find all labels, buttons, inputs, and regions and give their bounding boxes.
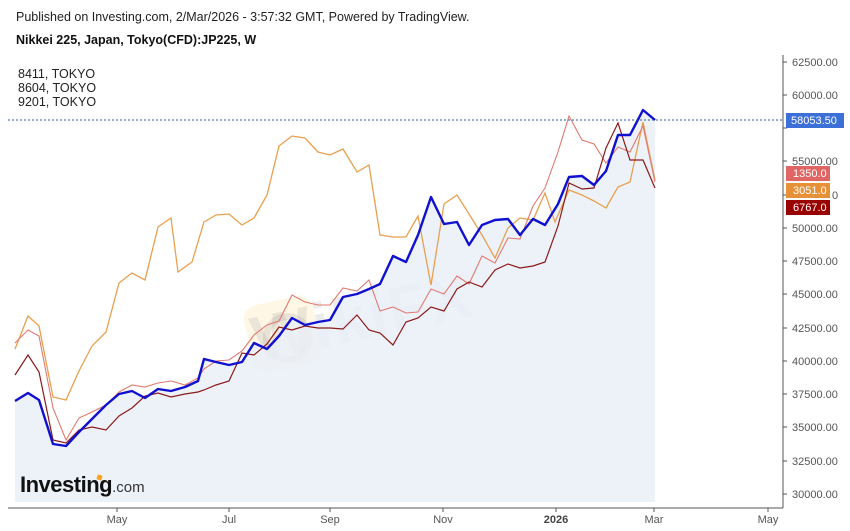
y-tick-label: 45000.00	[792, 289, 838, 301]
x-axis-ticks: May Jul Sep Nov 2026 Mar May	[107, 508, 779, 526]
svg-text:0: 0	[832, 190, 838, 202]
series-8411-line	[14, 114, 656, 442]
series-8604-line	[14, 121, 656, 444]
series-nikkei-line	[14, 108, 656, 448]
svg-text:58053.50: 58053.50	[791, 115, 837, 127]
y-tick-label: 50000.00	[792, 223, 838, 235]
y-tick-label: 55000.00	[792, 156, 838, 168]
logo-suffix: .com	[112, 479, 145, 496]
y-tick-label: 40000.00	[792, 356, 838, 368]
chart-title: Nikkei 225, Japan, Tokyo(CFD):JP225, W	[16, 33, 257, 47]
svg-text:1350.0: 1350.0	[793, 168, 827, 180]
legend: 8411, TOKYO 8604, TOKYO 9201, TOKYO	[18, 67, 96, 109]
published-caption: Published on Investing.com, 2/Mar/2026 -…	[16, 10, 470, 24]
x-tick-label: Mar	[645, 514, 664, 526]
y-tick-label: 35000.00	[792, 422, 838, 434]
y-tick-label: 32500.00	[792, 456, 838, 468]
y-axis-ticks: 62500.00 60000.00 55000.00 50000.00 4750…	[783, 57, 838, 501]
main-area-fill	[15, 110, 655, 502]
price-badge-9201: 3051.0	[786, 183, 830, 198]
y-tick-label: 62500.00	[792, 57, 838, 69]
legend-item-9201: 9201, TOKYO	[18, 95, 97, 109]
x-tick-label: May	[758, 514, 779, 526]
y-tick-label: 47500.00	[792, 256, 838, 268]
x-tick-label: Sep	[320, 514, 340, 526]
legend-item-8604: 8604, TOKYO	[18, 81, 97, 95]
svg-text:3051.0: 3051.0	[793, 185, 827, 197]
svg-text:6767.0: 6767.0	[793, 202, 827, 214]
x-tick-label: May	[107, 514, 128, 526]
x-tick-label: 2026	[544, 514, 568, 526]
y-tick-label: 42500.00	[792, 323, 838, 335]
x-tick-label: Nov	[433, 514, 453, 526]
y-tick-label: 30000.00	[792, 489, 838, 501]
price-badge-8411: 1350.0	[786, 166, 830, 181]
series-9201-line	[14, 121, 656, 401]
price-badge-8604: 6767.0	[786, 200, 830, 215]
legend-item-8411: 8411, TOKYO	[18, 67, 96, 81]
y-tick-label: 60000.00	[792, 90, 838, 102]
investing-logo[interactable]: Investing.com	[20, 472, 145, 498]
price-badge-last: 58053.50	[786, 113, 844, 128]
x-tick-label: Jul	[222, 514, 236, 526]
y-tick-label: 37500.00	[792, 389, 838, 401]
